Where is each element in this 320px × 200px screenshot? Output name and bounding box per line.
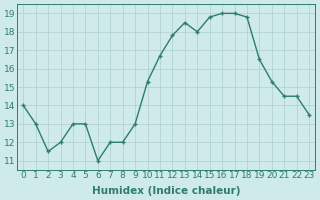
X-axis label: Humidex (Indice chaleur): Humidex (Indice chaleur) (92, 186, 240, 196)
